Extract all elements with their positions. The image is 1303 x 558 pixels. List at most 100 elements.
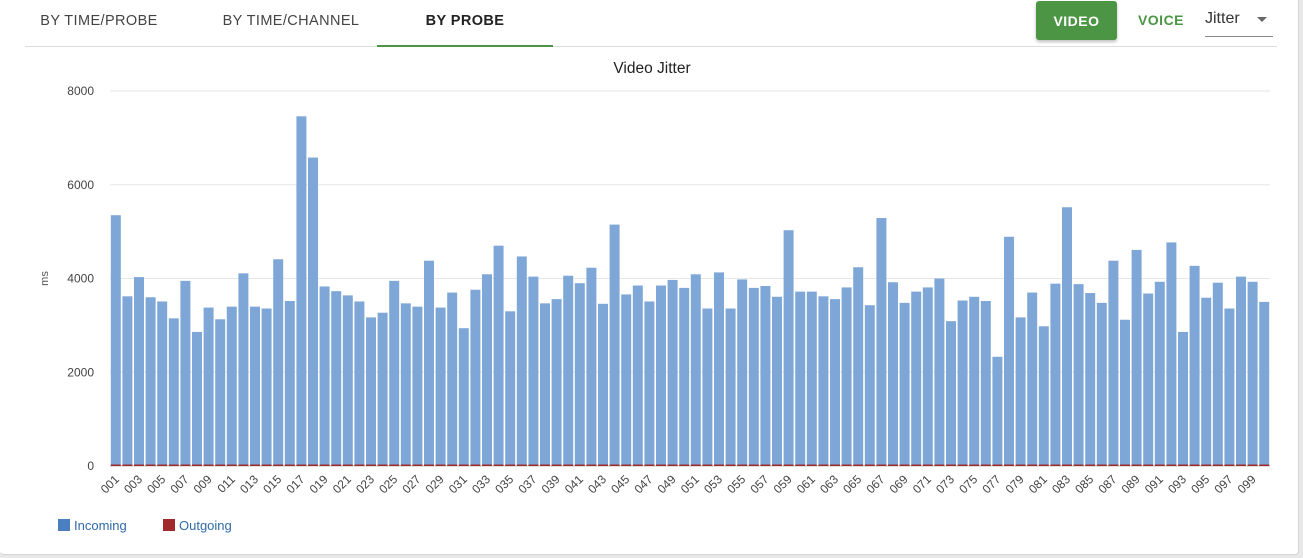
bar-incoming-065 [853,267,864,466]
bar-outgoing-079 [1015,464,1026,466]
bar-outgoing-016 [284,464,295,466]
bar-incoming-008 [192,331,202,466]
metric-select[interactable]: Jitter [1205,4,1273,37]
x-tick-label: 089 [1119,472,1143,496]
bar-outgoing-076 [980,464,991,466]
x-tick-label: 047 [631,472,655,496]
x-tick-label: 095 [1188,472,1212,496]
bar-outgoing-075 [969,464,980,466]
tab-by-time-channel[interactable]: BY TIME/CHANNEL [222,13,360,29]
bar-incoming-073 [946,321,956,466]
bar-outgoing-002 [122,464,133,466]
x-tick-label: 059 [771,472,795,496]
x-tick-label: 033 [469,472,493,496]
bar-incoming-058 [772,296,782,466]
video-button[interactable]: VIDEO [1036,1,1117,40]
bar-incoming-031 [458,328,469,466]
bar-outgoing-046 [632,464,643,466]
bar-incoming-060 [795,291,806,467]
bar-outgoing-028 [424,464,434,466]
bar-incoming-070 [911,291,922,467]
x-tick-label: 065 [840,472,864,496]
bar-outgoing-042 [586,464,597,466]
x-tick-label: 025 [376,472,400,496]
bar-incoming-081 [1038,326,1049,466]
x-tick-label: 045 [608,472,632,496]
tab-by-time-probe[interactable]: BY TIME/PROBE [40,13,158,29]
x-tick-label: 035 [492,472,516,496]
bar-outgoing-018 [308,464,318,466]
bar-outgoing-014 [261,464,272,466]
bar-outgoing-082 [1050,464,1061,466]
bar-outgoing-030 [447,464,458,466]
bar-outgoing-080 [1027,464,1038,466]
bar-incoming-049 [667,279,678,466]
bar-incoming-068 [888,282,898,466]
bar-outgoing-021 [342,464,353,466]
bar-outgoing-015 [273,464,284,466]
bar-incoming-072 [934,278,945,466]
x-tick-label: 001 [98,472,122,496]
bar-incoming-092 [1166,242,1177,466]
bar-incoming-098 [1236,276,1246,467]
bar-incoming-055 [737,279,748,466]
bar-incoming-086 [1096,302,1107,467]
bar-outgoing-051 [690,464,701,466]
bar-incoming-088 [1120,319,1130,466]
bar-incoming-054 [725,308,736,466]
bar-outgoing-040 [563,464,574,466]
bar-incoming-063 [830,299,840,467]
bar-incoming-009 [203,307,214,466]
bar-outgoing-053 [714,464,724,466]
bar-outgoing-019 [319,464,330,466]
bar-incoming-012 [238,273,249,466]
tab-by-probe[interactable]: BY PROBE [377,0,553,47]
bar-outgoing-020 [331,464,342,466]
bar-outgoing-094 [1189,464,1200,466]
bar-outgoing-086 [1096,464,1107,466]
bar-outgoing-052 [702,464,713,466]
bar-outgoing-033 [482,464,492,466]
bar-incoming-071 [922,287,933,466]
bar-outgoing-024 [377,464,388,466]
bar-outgoing-090 [1143,464,1154,466]
bar-incoming-003 [134,277,144,466]
voice-button[interactable]: VOICE [1137,12,1185,28]
bar-incoming-033 [482,274,492,466]
bar-incoming-043 [598,303,608,466]
bar-outgoing-085 [1085,464,1096,466]
bar-incoming-045 [621,294,632,466]
bar-incoming-095 [1201,297,1212,466]
bar-outgoing-060 [795,464,806,466]
bar-outgoing-092 [1166,464,1177,466]
legend-label-incoming: Incoming [74,518,127,533]
bar-outgoing-074 [957,464,968,466]
bar-incoming-026 [400,303,411,466]
bar-outgoing-084 [1073,464,1084,466]
bar-incoming-016 [284,301,295,466]
bar-incoming-076 [980,301,991,466]
x-tick-label: 029 [423,472,447,496]
bar-incoming-075 [969,296,980,466]
legend-swatch-incoming [58,519,70,531]
bar-incoming-017 [296,116,307,466]
x-tick-label: 005 [144,472,168,496]
bar-incoming-094 [1189,265,1200,466]
x-tick-label: 079 [1003,472,1027,496]
chart-title: Video Jitter [613,60,690,77]
bar-incoming-056 [748,287,759,467]
bar-outgoing-054 [725,464,736,466]
bar-chart: Video Jitter 0 2000 4000 6000 8000 ms 001 003 005… [39,60,1270,533]
bar-incoming-006 [168,318,179,466]
x-tick-label: 041 [562,472,586,496]
x-tick-label: 085 [1072,472,1096,496]
bar-incoming-096 [1212,282,1223,466]
x-tick-label: 003 [121,472,145,496]
x-tick-label: 099 [1235,472,1259,496]
bar-incoming-062 [818,296,829,466]
bar-outgoing-099 [1247,464,1258,466]
x-tick-label: 083 [1049,472,1073,496]
x-tick-label: 037 [515,472,539,496]
bar-incoming-001 [110,215,121,466]
bar-incoming-080 [1027,292,1038,466]
